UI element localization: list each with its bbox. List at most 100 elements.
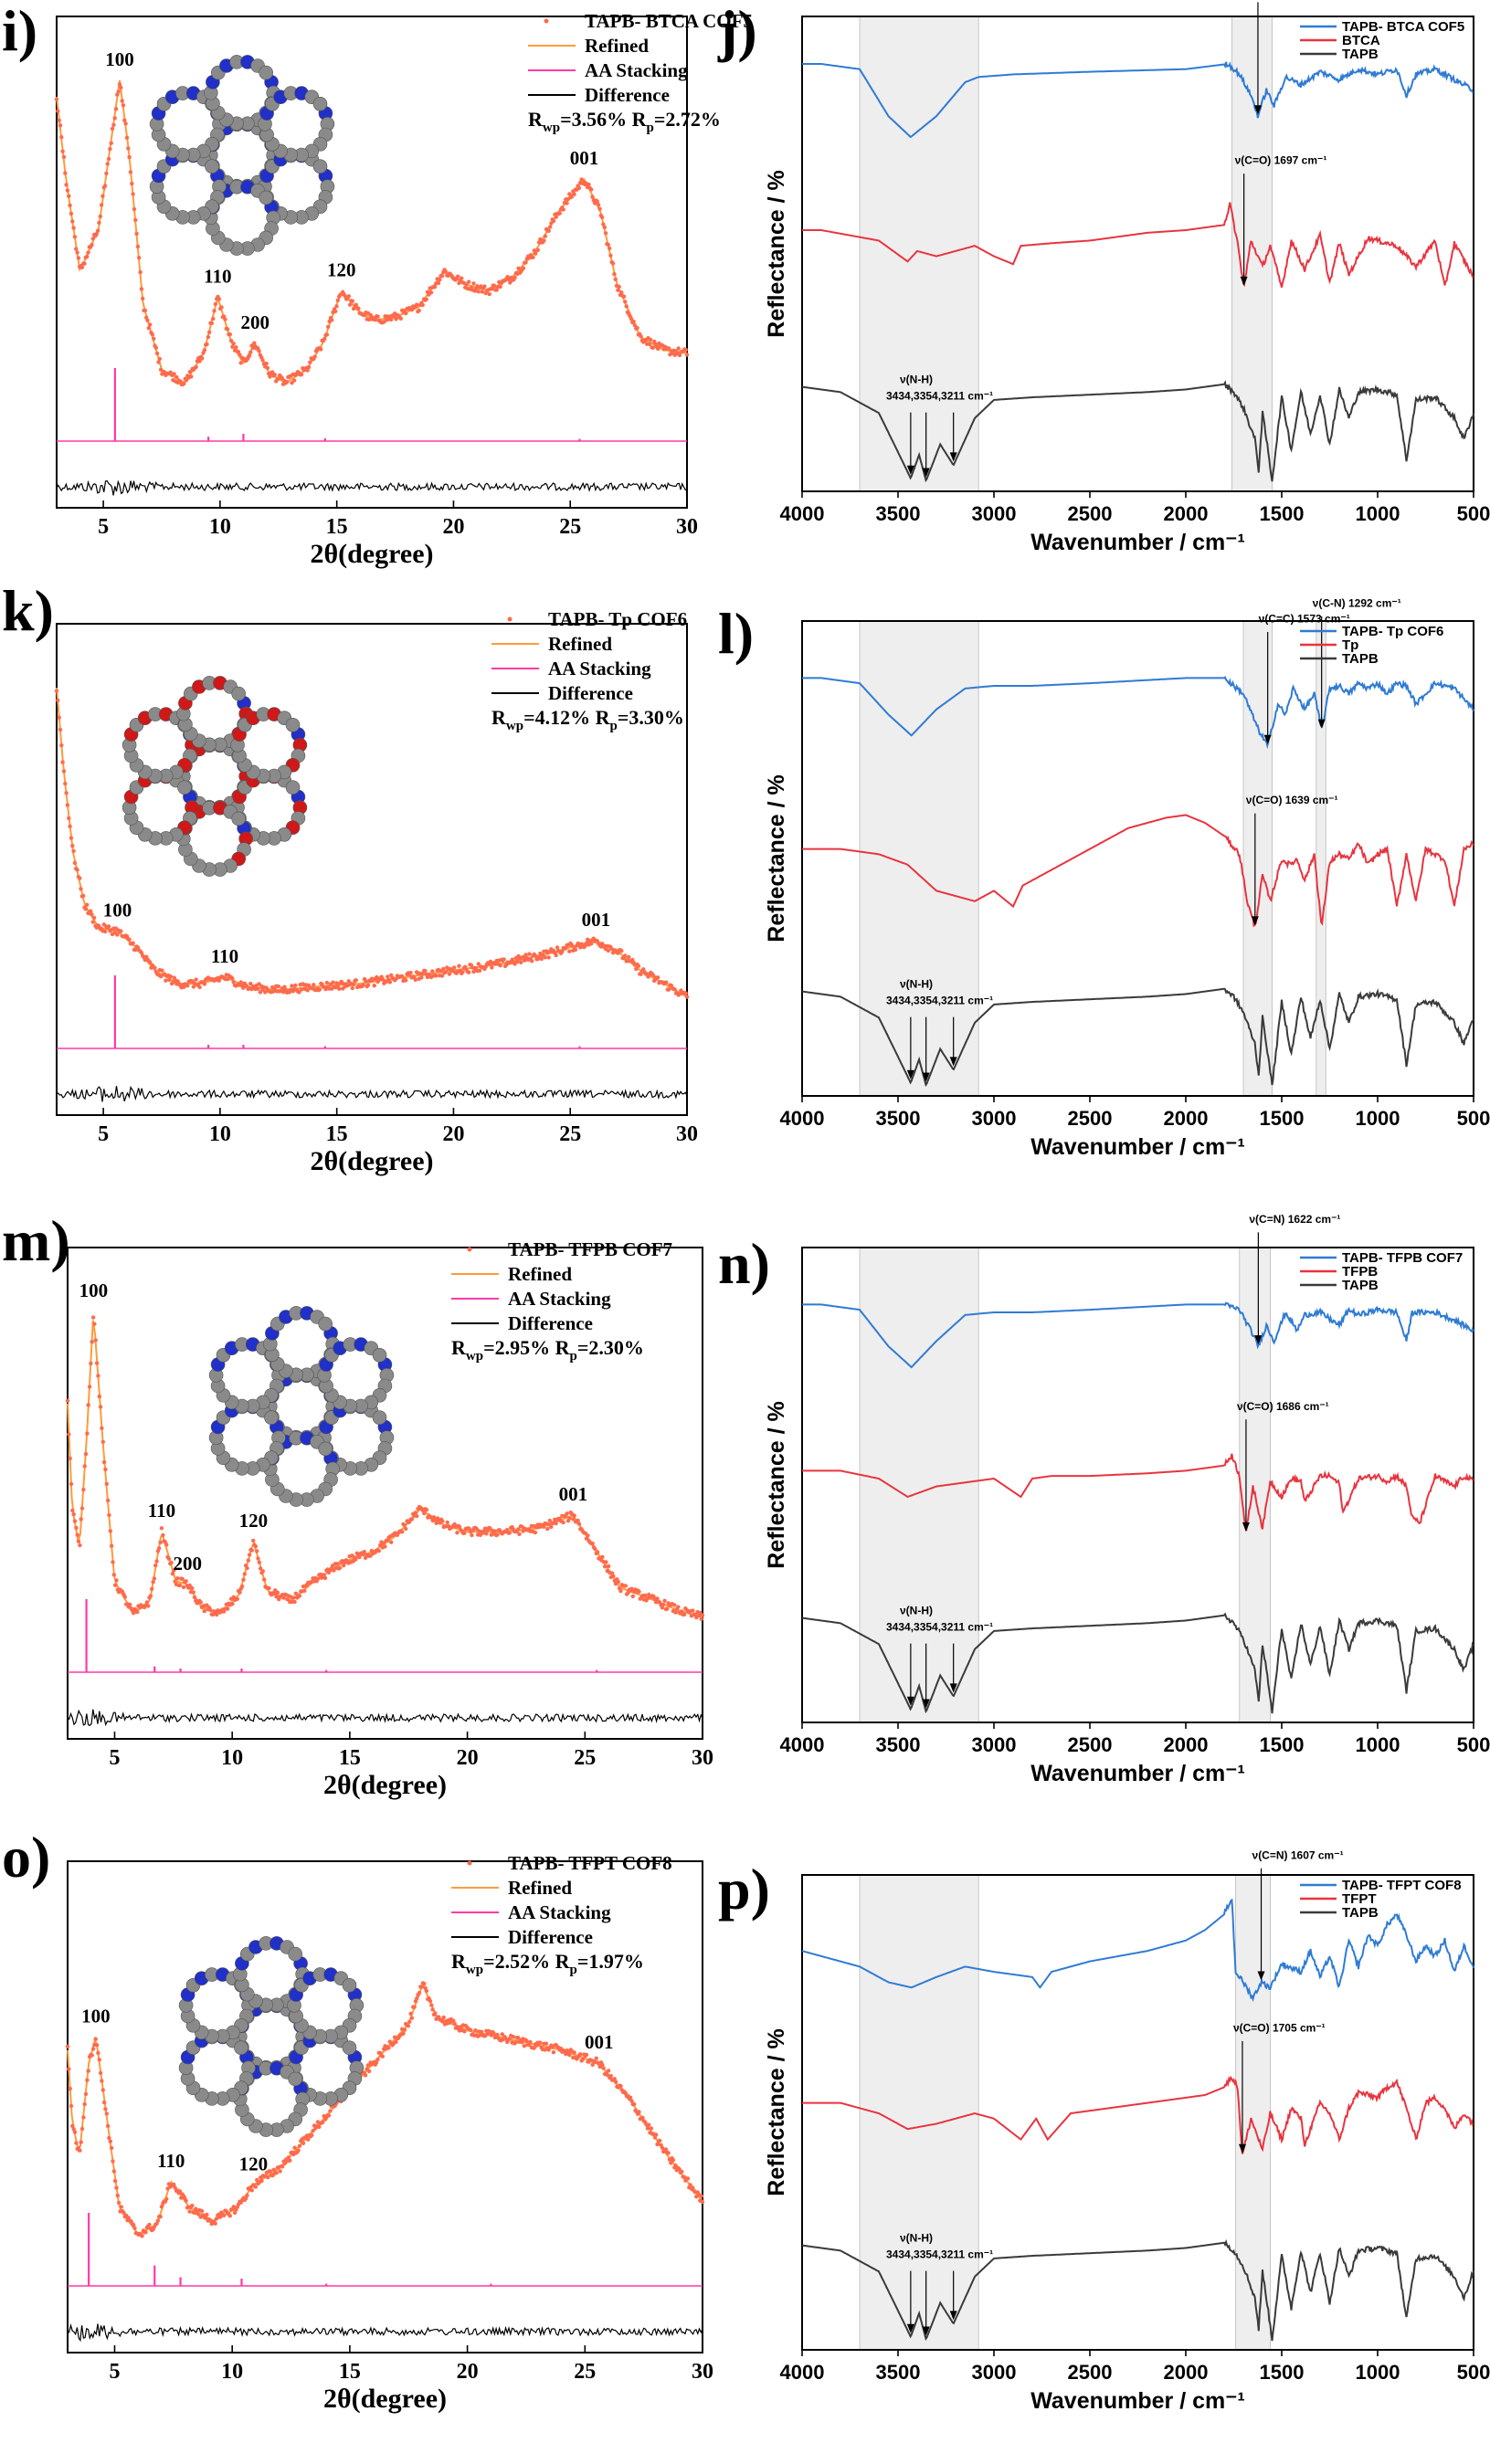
experimental-point	[636, 963, 641, 968]
panel-letter: i)	[2, 0, 37, 63]
experimental-point	[60, 760, 65, 764]
experimental-point	[589, 942, 594, 946]
experimental-point	[239, 1584, 245, 1589]
peak-label: 001	[582, 909, 611, 931]
x-axis-title: Wavenumber / cm⁻¹	[1030, 530, 1245, 555]
ir-trace-tapb	[801, 2238, 1474, 2342]
experimental-point	[389, 317, 394, 322]
experimental-point	[332, 1568, 336, 1573]
experimental-point	[293, 983, 298, 988]
experimental-point	[255, 1549, 259, 1553]
annotation-label: ν(N-H)	[900, 1605, 933, 1617]
experimental-point	[387, 980, 393, 985]
r-factors: Rwp=4.12% Rp=3.30%	[491, 706, 684, 733]
peak-label: 120	[239, 1510, 269, 1532]
experimental-point	[539, 956, 544, 962]
experimental-point	[576, 185, 582, 191]
xrd-panel-i: i) 100 110 200 120 001 5 10 15 20 25 30 2θ(degree) TA…	[2, 0, 753, 569]
experimental-point	[164, 978, 168, 983]
experimental-point	[187, 1583, 192, 1588]
experimental-point	[543, 955, 547, 960]
x-tick-label: 5	[109, 2360, 120, 2384]
experimental-point	[334, 981, 339, 985]
experimental-point	[78, 1543, 82, 1548]
experimental-point	[567, 1516, 572, 1521]
experimental-point	[234, 345, 238, 350]
experimental-point	[59, 135, 64, 140]
experimental-point	[637, 1589, 641, 1595]
experimental-point	[70, 219, 75, 224]
annotation-label: ν(C=C) 1573 cm⁻¹	[1259, 613, 1350, 626]
annotation-arrowhead	[1240, 276, 1248, 286]
experimental-point	[78, 876, 82, 880]
r-factor-part: R	[451, 1950, 467, 1973]
experimental-point	[673, 2164, 678, 2168]
refined-curve	[67, 1983, 703, 2235]
experimental-point	[78, 2148, 82, 2153]
experimental-point	[510, 957, 515, 962]
difference-curve	[67, 1709, 703, 1727]
experimental-point	[173, 2185, 177, 2190]
experimental-point	[467, 279, 471, 284]
experimental-point	[282, 985, 287, 989]
experimental-point	[640, 2115, 645, 2121]
experimental-point	[241, 985, 246, 990]
experimental-point	[301, 2141, 306, 2145]
x-tick-label: 2500	[1068, 1733, 1113, 1756]
x-tick-label: 15	[339, 1746, 361, 1770]
experimental-point	[127, 937, 132, 942]
experimental-point	[357, 1554, 362, 1560]
atom	[205, 159, 219, 174]
experimental-point	[326, 324, 331, 329]
ir-panel-l: l) ν(C=C) 1573 cm⁻¹ ν(C-N) 1292 cm⁻¹ ν(C=O)…	[718, 596, 1490, 1160]
legend-entry: TAPB	[1342, 1278, 1379, 1293]
r-factor-part: R	[632, 108, 648, 131]
experimental-point	[113, 107, 119, 111]
x-tick-label: 2500	[1068, 502, 1113, 525]
legend-entry: TAPB	[1342, 1905, 1379, 1921]
experimental-point	[257, 1560, 261, 1564]
panel-letter: n)	[718, 1231, 770, 1296]
ir-trace-tapb	[801, 1612, 1474, 1714]
experimental-point	[606, 1564, 611, 1569]
experimental-point	[67, 816, 71, 821]
x-tick-label: 20	[442, 515, 464, 539]
experimental-point	[613, 277, 618, 281]
experimental-point	[373, 318, 378, 322]
experimental-point	[195, 2212, 201, 2217]
x-tick-label: 25	[559, 1122, 581, 1146]
x-tick-label: 4000	[780, 1107, 825, 1130]
experimental-point	[579, 177, 584, 182]
experimental-point	[79, 2140, 83, 2144]
experimental-point	[156, 360, 161, 364]
experimental-point	[108, 1529, 113, 1533]
experimental-point	[297, 1594, 302, 1598]
experimental-point	[81, 1487, 86, 1492]
experimental-point	[169, 1560, 174, 1565]
experimental-point	[205, 342, 209, 347]
plot-frame	[801, 620, 1474, 1097]
experimental-point	[654, 2132, 659, 2137]
experimental-point	[375, 979, 380, 985]
atom	[342, 1978, 357, 1993]
x-tick-label: 3000	[972, 1733, 1017, 1756]
experimental-point	[428, 290, 434, 295]
experimental-point	[79, 1506, 85, 1511]
plot-frame	[56, 16, 688, 509]
experimental-point	[85, 254, 90, 259]
experimental-point	[367, 317, 372, 322]
experimental-point	[643, 1593, 648, 1598]
experimental-point	[266, 2174, 270, 2180]
experimental-point	[538, 2040, 543, 2045]
x-tick-label: 10	[221, 1746, 243, 1770]
experimental-point	[166, 1556, 172, 1562]
experimental-point	[97, 2058, 102, 2062]
experimental-point	[106, 924, 111, 929]
experimental-point	[246, 1558, 250, 1563]
experimental-point	[467, 970, 471, 974]
experimental-point	[639, 972, 643, 976]
experimental-point	[119, 2205, 123, 2209]
annotation-label: ν(C=N) 1607 cm⁻¹	[1252, 1848, 1344, 1861]
experimental-point	[154, 351, 160, 356]
experimental-point	[249, 1548, 254, 1553]
